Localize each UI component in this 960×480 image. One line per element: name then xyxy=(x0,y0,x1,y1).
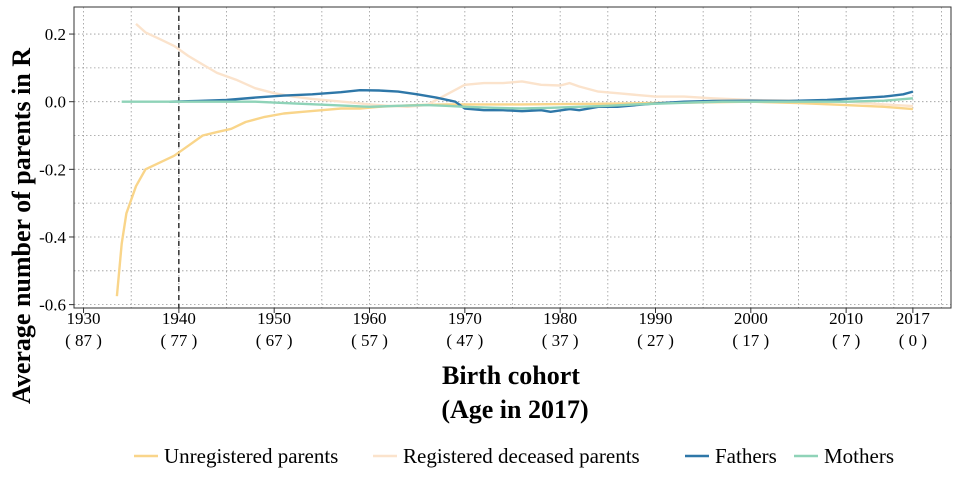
x-tick-label: 2010 xyxy=(829,309,863,328)
x-axis-title-line2: (Age in 2017) xyxy=(441,395,588,424)
x-tick-label: 1940 xyxy=(162,309,196,328)
y-tick-label: -0.6 xyxy=(39,296,66,315)
grid xyxy=(74,7,951,308)
plot-panel xyxy=(73,6,952,309)
x-tick-age-label: ( 0 ) xyxy=(899,331,927,350)
legend: Unregistered parents Registered deceased … xyxy=(134,444,894,468)
x-tick-age-label: ( 77 ) xyxy=(160,331,197,350)
x-tick-label: 1960 xyxy=(353,309,387,328)
y-tick-label: -0.2 xyxy=(39,160,66,179)
x-tick-age-label: ( 7 ) xyxy=(832,331,860,350)
y-tick-label: 0.2 xyxy=(45,25,66,44)
legend-label: Mothers xyxy=(824,444,894,468)
x-axis-title-line1: Birth cohort xyxy=(442,361,580,390)
x-tick-label: 1930 xyxy=(67,309,101,328)
y-tick-label: -0.4 xyxy=(39,228,66,247)
series-line-registered-deceased-parents xyxy=(135,23,913,108)
x-tick-age-label: ( 57 ) xyxy=(351,331,388,350)
x-tick-label: 1950 xyxy=(257,309,291,328)
x-tick-label: 2000 xyxy=(734,309,768,328)
x-tick-age-label: ( 37 ) xyxy=(542,331,579,350)
legend-label: Unregistered parents xyxy=(164,444,338,468)
x-tick-age-label: ( 17 ) xyxy=(732,331,769,350)
y-axis-title: Average number of parents in R xyxy=(7,48,36,404)
x-tick-age-label: ( 67 ) xyxy=(256,331,293,350)
legend-label: Fathers xyxy=(715,444,777,468)
x-tick-age-label: ( 27 ) xyxy=(637,331,674,350)
y-tick-label: 0.0 xyxy=(45,93,66,112)
x-tick-label: 1990 xyxy=(638,309,672,328)
series-line-unregistered-parents xyxy=(115,100,913,297)
x-tick-label: 1980 xyxy=(543,309,577,328)
x-tick-label: 1970 xyxy=(448,309,482,328)
series-line-mothers xyxy=(121,97,914,110)
legend-label: Registered deceased parents xyxy=(403,444,640,468)
x-tick-age-label: ( 47 ) xyxy=(446,331,483,350)
x-tick-label: 2017 xyxy=(896,309,931,328)
x-tick-age-label: ( 87 ) xyxy=(65,331,102,350)
series-lines xyxy=(115,23,914,297)
